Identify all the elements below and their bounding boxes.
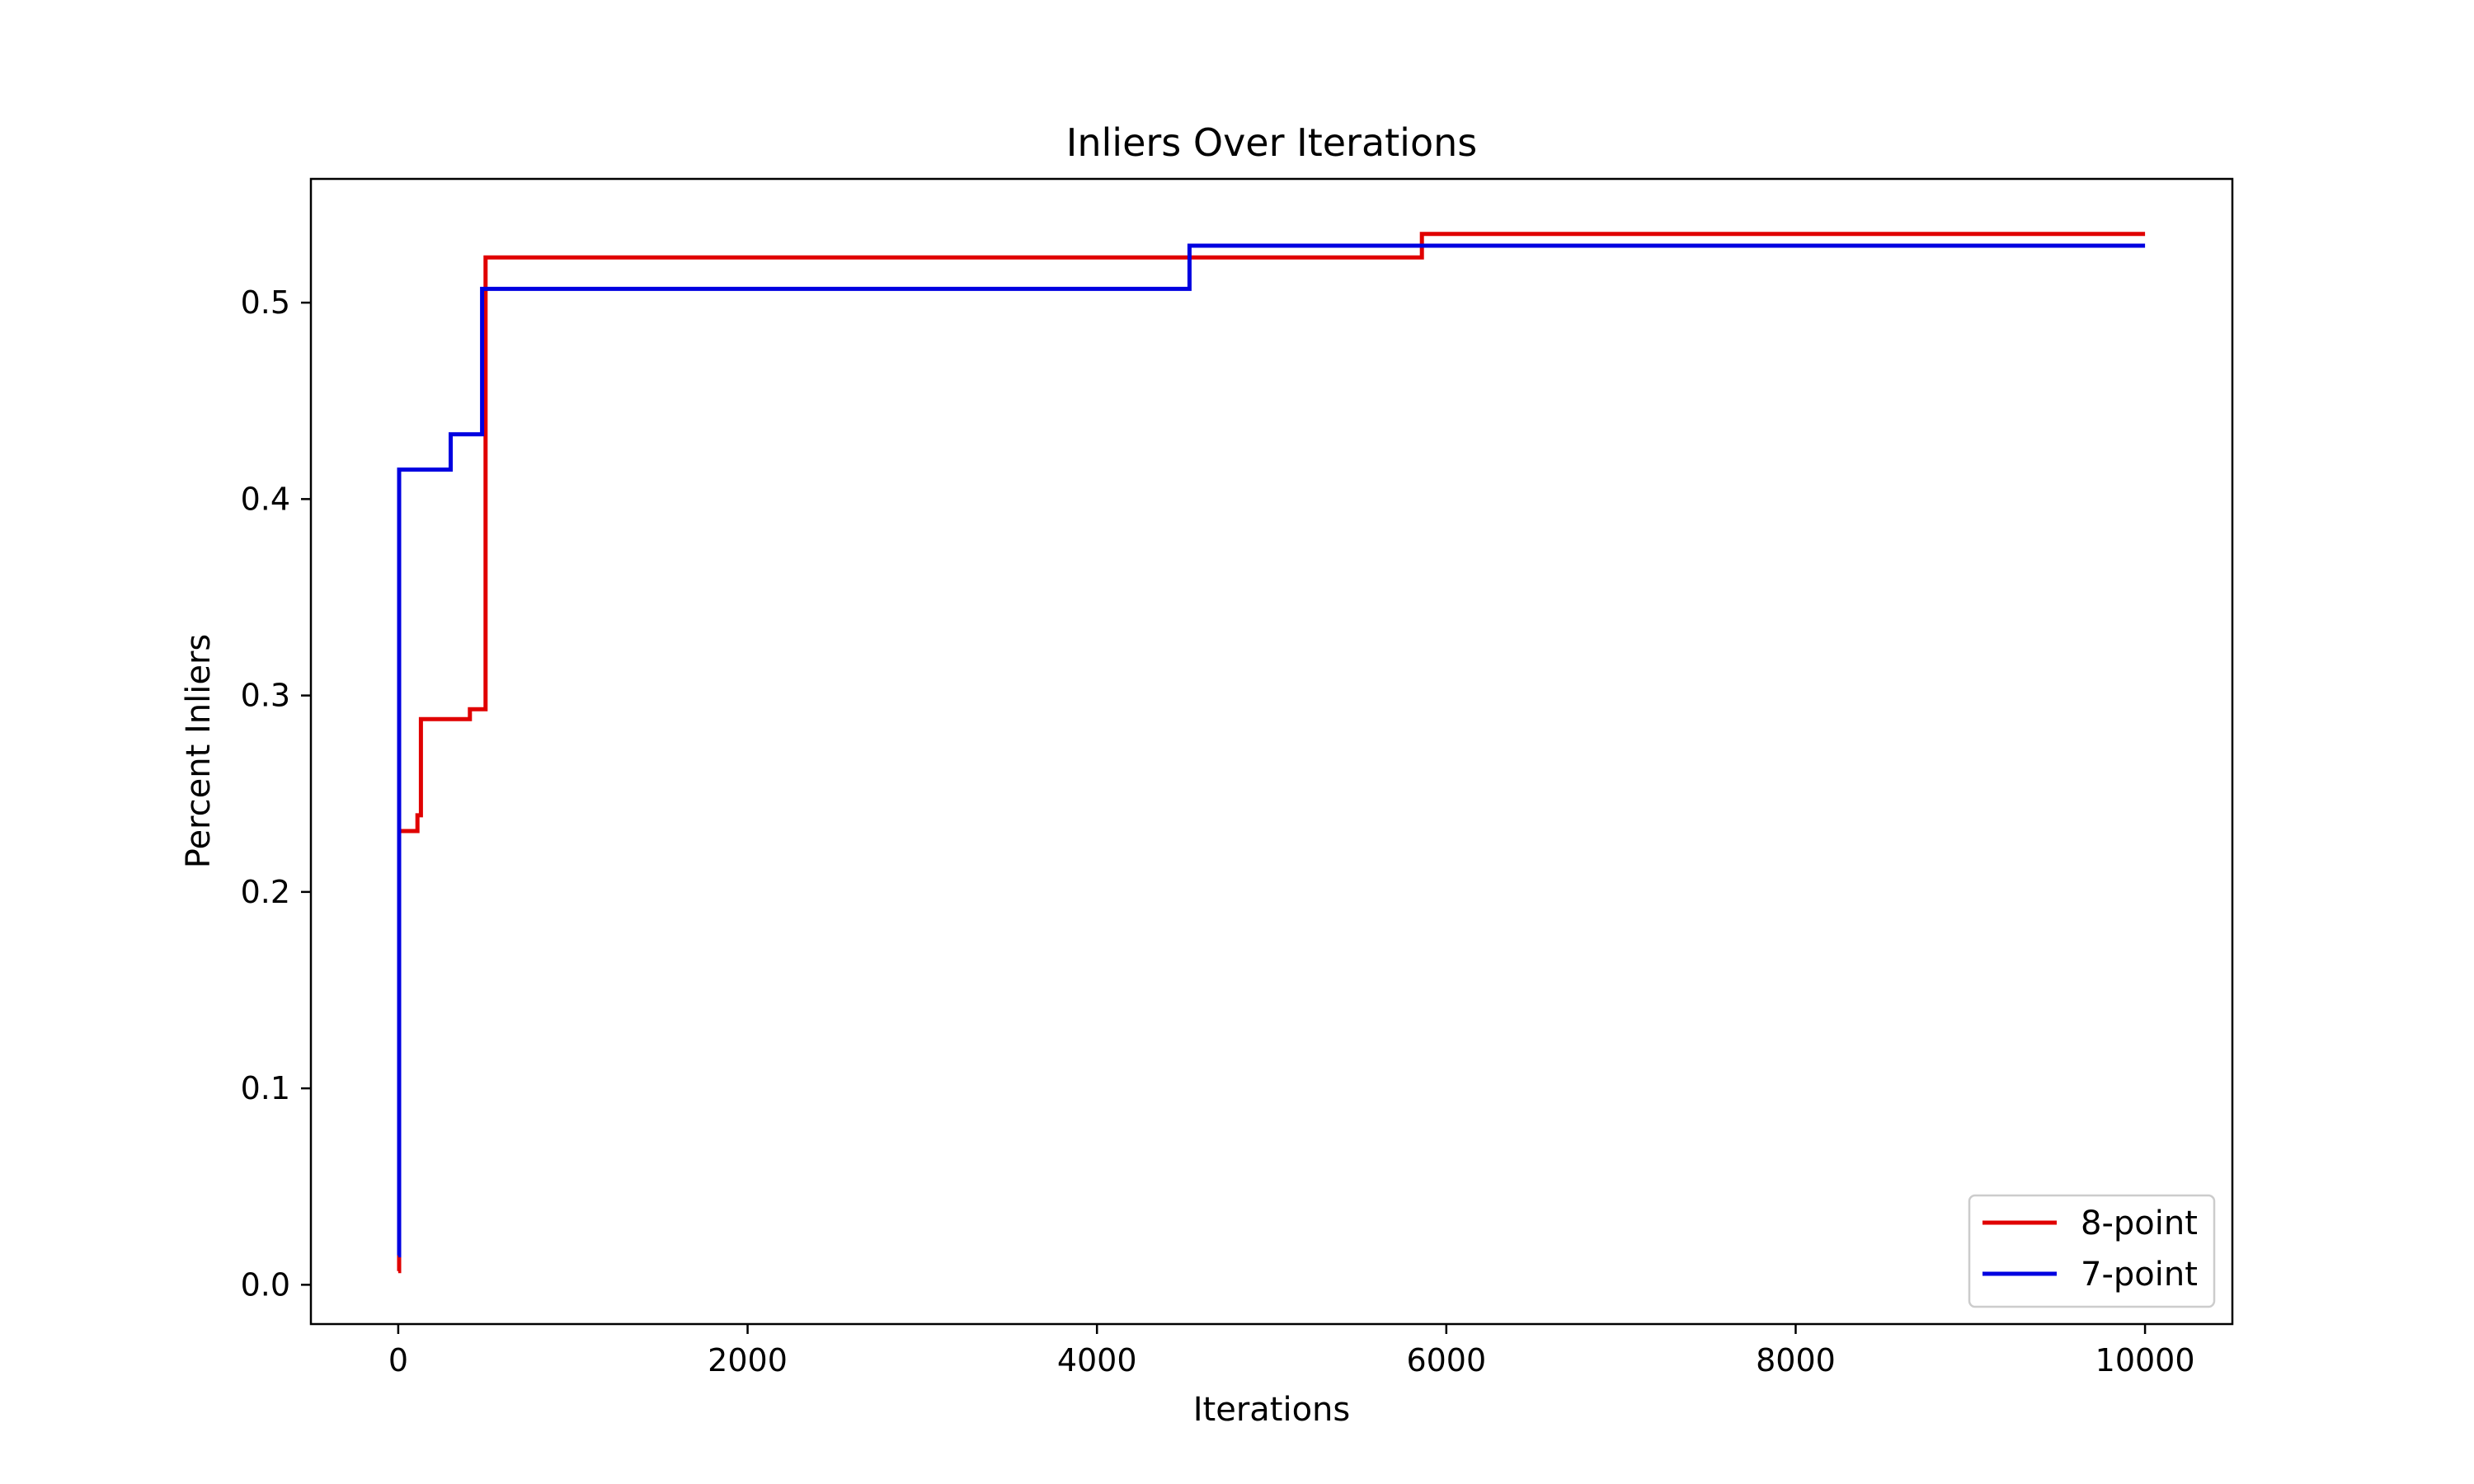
plot-lines <box>397 232 2146 1274</box>
y-tick-label: 0.0 <box>241 1266 290 1303</box>
series-line-8-point <box>397 232 2146 1274</box>
y-tick-label: 0.4 <box>241 481 290 517</box>
legend-label-7-point: 7-point <box>2081 1256 2198 1294</box>
x-tick-label: 8000 <box>1756 1342 1836 1378</box>
x-axis-ticks: 0 2000 4000 6000 8000 10000 <box>388 1324 2195 1378</box>
x-tick-label: 6000 <box>1406 1342 1486 1378</box>
y-tick-label: 0.3 <box>241 678 290 714</box>
y-axis-label: Percent Inliers <box>180 634 218 869</box>
y-tick-label: 0.1 <box>241 1070 290 1106</box>
legend: 8-point 7-point <box>1968 1194 2216 1308</box>
x-tick-label: 2000 <box>708 1342 788 1378</box>
y-tick-label: 0.5 <box>241 284 290 321</box>
plot-frame <box>309 177 2234 1326</box>
y-tick-label: 0.2 <box>241 874 290 910</box>
x-tick-label: 0 <box>388 1342 408 1378</box>
x-tick-label: 10000 <box>2095 1342 2195 1378</box>
y-axis-ticks: 0.0 0.1 0.2 0.3 0.4 0.5 <box>241 284 311 1303</box>
series-line-7-point <box>397 243 2146 1258</box>
x-axis-label: Iterations <box>1193 1391 1351 1429</box>
chart-title: Inliers Over Iterations <box>1066 120 1477 165</box>
legend-label-8-point: 8-point <box>2081 1205 2198 1242</box>
x-tick-label: 4000 <box>1057 1342 1137 1378</box>
